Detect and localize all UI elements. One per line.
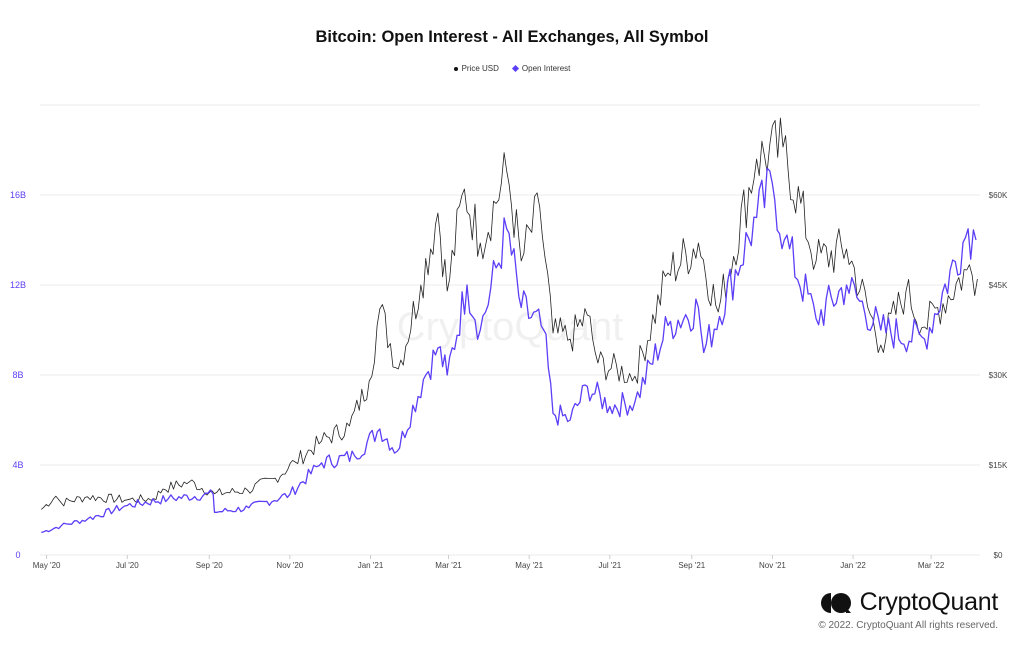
legend-label-open-interest: Open Interest [521, 64, 571, 73]
left-axis-tick-label: 16B [10, 190, 26, 200]
copyright-notice: © 2022. CryptoQuant All rights reserved. [818, 620, 998, 631]
x-axis-tick-label: Nov '21 [759, 561, 786, 570]
x-axis-tick-label: Nov '20 [276, 561, 303, 570]
cryptoquant-logo-icon [820, 592, 851, 613]
x-axis-tick-label: Jul '21 [598, 561, 621, 570]
left-axis-tick-label: 4B [12, 460, 23, 470]
left-axis-tick-label: 12B [10, 280, 26, 290]
x-axis-tick-label: Mar '21 [435, 561, 462, 570]
right-axis-tick-label: $15K [989, 461, 1008, 470]
x-axis-tick-label: Sep '20 [196, 561, 223, 570]
chart-canvas[interactable]: CryptoQuant 0 4B 8B 12B 16B $0 $15K $30K $45K $60K… [0, 0, 1024, 580]
price-legend-dot-icon [453, 66, 458, 71]
chart-title: Bitcoin: Open Interest - All Exchanges, … [315, 28, 709, 46]
right-axis-tick-label: $0 [994, 551, 1003, 560]
x-axis-tick-label: May '21 [515, 561, 543, 570]
x-axis-tick-label: Sep '21 [678, 561, 705, 570]
legend-item-open-interest[interactable]: Open Interest [511, 64, 571, 73]
right-axis-tick-label: $60K [989, 191, 1008, 200]
price-usd-series-line[interactable] [41, 117, 978, 510]
right-axis-tick-label: $30K [989, 371, 1008, 380]
watermark-text: CryptoQuant [397, 305, 624, 349]
brand-name: CryptoQuant [859, 588, 999, 616]
left-axis-tick-label: 0 [15, 550, 20, 560]
legend-item-price[interactable]: Price USD [453, 64, 499, 73]
x-axis-tick-label: Jan '21 [358, 561, 384, 570]
open-interest-series-line[interactable] [41, 167, 977, 534]
brand-logo: CryptoQuant [820, 588, 998, 617]
x-axis-tick-label: Jul '20 [116, 561, 139, 570]
left-axis-tick-label: 8B [12, 370, 23, 380]
legend-label-price: Price USD [461, 64, 499, 73]
x-axis-tick-label: May '20 [33, 561, 61, 570]
right-axis-tick-label: $45K [989, 281, 1008, 290]
chart-legend: Price USD Open Interest [0, 64, 1024, 73]
x-axis-tick-label: Mar '22 [918, 561, 945, 570]
x-axis-tick-label: Jan '22 [840, 561, 866, 570]
